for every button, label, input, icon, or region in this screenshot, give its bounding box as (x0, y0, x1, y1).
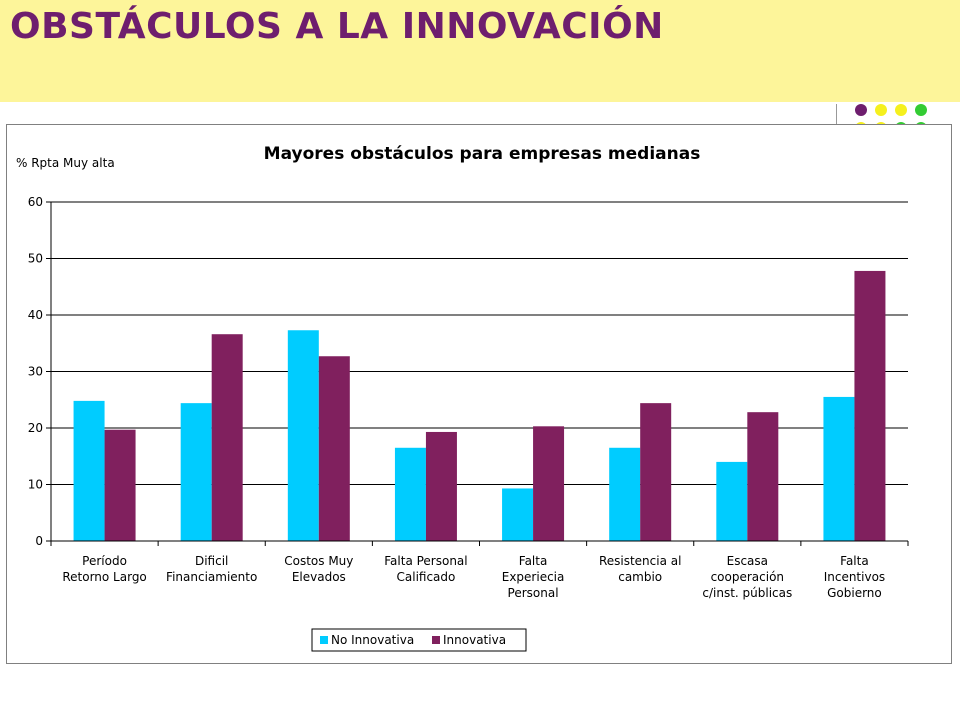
x-tick-labels: Período Retorno Largo Dificil Financiamient… (62, 554, 885, 600)
decorative-dots (853, 102, 933, 126)
axes (46, 201, 909, 546)
bar-innovativa (425, 431, 457, 541)
y-tick-label: 60 (28, 195, 43, 209)
bar-no-innovativa (180, 403, 212, 541)
header-banner (0, 0, 960, 102)
y-tick-label: 40 (28, 308, 43, 322)
x-tick-label: Falta Personal Calificado (384, 554, 467, 584)
y-tick-labels: 0 10 20 30 40 50 60 (28, 195, 43, 548)
bar-chart: Mayores obstáculos para empresas mediana… (16, 144, 909, 652)
bar-innovativa (854, 270, 886, 541)
chart-title: Mayores obstáculos para empresas mediana… (264, 144, 701, 164)
y-tick-label: 10 (28, 478, 43, 492)
page-title: OBSTÁCULOS A LA INNOVACIÓN (10, 6, 664, 47)
gridlines (51, 201, 908, 485)
chart-frame (6, 124, 952, 664)
x-tick-label: Falta Experiecia Personal (502, 554, 565, 600)
x-tick-label: Dificil Financiamiento (166, 554, 257, 584)
bars (73, 270, 886, 541)
bar-no-innovativa (287, 330, 319, 541)
legend-label: No Innovativa (331, 633, 414, 647)
bar-no-innovativa (502, 488, 534, 541)
divider-line (836, 104, 837, 126)
bar-innovativa (533, 426, 565, 541)
bar-no-innovativa (609, 447, 641, 541)
dot-icon (875, 104, 887, 116)
bar-innovativa (211, 334, 243, 541)
x-tick-label: Costos Muy Elevados (284, 554, 353, 584)
y-tick-label: 20 (28, 421, 43, 435)
bar-no-innovativa (394, 447, 426, 541)
y-tick-label: 0 (35, 534, 43, 548)
y-tick-label: 30 (28, 365, 43, 379)
legend-swatch (320, 636, 328, 644)
legend-label: Innovativa (443, 633, 506, 647)
bar-innovativa (640, 403, 672, 541)
dot-icon (915, 104, 927, 116)
x-tick-label: Escasa cooperación c/inst. públicas (702, 554, 792, 600)
x-tick-label: Resistencia al cambio (599, 554, 682, 584)
bar-innovativa (104, 429, 136, 541)
legend: No Innovativa Innovativa (311, 628, 527, 652)
bar-no-innovativa (716, 461, 748, 541)
y-axis-label: % Rpta Muy alta (16, 156, 115, 170)
legend-swatch (432, 636, 440, 644)
x-tick-label: Período Retorno Largo (62, 554, 146, 584)
bar-no-innovativa (823, 396, 855, 541)
legend-box (311, 628, 527, 652)
dot-icon (895, 104, 907, 116)
dot-icon (855, 104, 867, 116)
x-tick-label: Falta Incentivos Gobierno (824, 554, 885, 600)
bar-innovativa (747, 412, 779, 541)
bar-innovativa (318, 356, 350, 541)
bar-no-innovativa (73, 400, 105, 541)
y-tick-label: 50 (28, 252, 43, 266)
